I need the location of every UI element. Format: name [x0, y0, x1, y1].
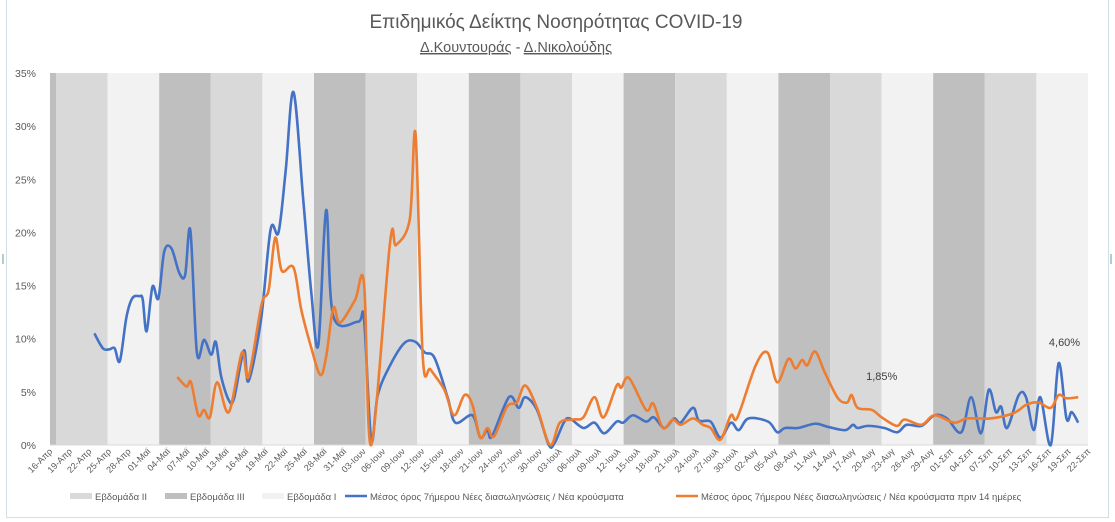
week-band-II	[520, 73, 572, 445]
y-tick-label: 0%	[21, 440, 36, 452]
week-band-I	[107, 73, 160, 445]
week-band-I	[881, 73, 934, 445]
data-label: 4,60%	[1049, 337, 1080, 349]
legend-swatch	[70, 493, 92, 499]
data-labels: 1,85% 4,60%	[866, 337, 1080, 383]
legend-label: Μέσος όρος 7ήμερου Νέες διασωληνώσεις / …	[701, 492, 1022, 503]
series-lines	[93, 90, 1080, 450]
week-band-II	[830, 73, 882, 445]
y-tick-label: 25%	[15, 174, 36, 186]
week-band-I	[726, 73, 779, 445]
week-band-III	[933, 73, 985, 445]
legend-item-I: Εβδομάδα I	[262, 492, 336, 503]
week-band-II	[365, 73, 418, 445]
legend-item-blue: Μέσος όρος 7ήμερου Νέες διασωληνώσεις / …	[345, 492, 624, 503]
subtitle-right: Δ.Νικολούδης	[524, 40, 612, 56]
y-tick-label: 5%	[21, 387, 36, 399]
legend-swatch	[165, 493, 187, 499]
y-tick-label: 30%	[15, 121, 36, 133]
week-band-I	[572, 73, 624, 445]
week-band-III	[468, 73, 521, 445]
week-bands	[50, 73, 1088, 445]
legend-label: Εβδομάδα III	[190, 492, 245, 503]
chart-subtitle: Δ.Κουντουράς - Δ.Νικολούδης	[420, 40, 612, 56]
resize-handle-right[interactable]	[1110, 254, 1112, 264]
legend-label: Μέσος όρος 7ήμερου Νέες διασωληνώσεις / …	[370, 492, 624, 503]
week-band-III	[50, 73, 56, 445]
x-axis: 16-Απρ19-Απρ22-Απρ25-Απρ28-Απρ01-Μαϊ04-Μ…	[26, 446, 1093, 475]
y-tick-label: 15%	[15, 281, 36, 293]
subtitle-separator: -	[516, 40, 521, 56]
subtitle-line: Δ.Κουντουράς - Δ.Νικολούδης	[420, 40, 612, 56]
week-band-III	[623, 73, 676, 445]
subtitle-left: Δ.Κουντουράς	[420, 40, 512, 56]
week-band-III	[778, 73, 830, 445]
chart-frame	[6, 0, 1109, 518]
y-tick-label: 10%	[15, 334, 36, 346]
y-tick-label: 35%	[15, 68, 36, 80]
legend-item-II: Εβδομάδα II	[70, 492, 147, 503]
legend-item-III: Εβδομάδα III	[165, 492, 245, 503]
y-axis: 0% 5% 10% 15% 20% 25% 30% 35%	[15, 68, 1088, 452]
y-tick-label: 20%	[15, 227, 36, 239]
legend-label: Εβδομάδα II	[95, 492, 147, 503]
series-line-orange	[176, 129, 1079, 447]
week-band-II	[675, 73, 727, 445]
resize-handle-left[interactable]	[2, 254, 4, 264]
week-band-II	[984, 73, 1037, 445]
legend-item-orange: Μέσος όρος 7ήμερου Νέες διασωληνώσεις / …	[676, 492, 1022, 503]
legend-swatch	[262, 493, 284, 499]
legend: Εβδομάδα II Εβδομάδα III Εβδομάδα I Μέσος ό…	[70, 492, 1022, 503]
series-line-blue	[93, 90, 1080, 450]
legend-label: Εβδομάδα I	[287, 492, 336, 503]
chart-title: Επιδημικός Δείκτης Νοσηρότητας COVID-19	[370, 12, 743, 33]
week-band-III	[159, 73, 211, 445]
week-band-II	[56, 73, 108, 445]
data-label: 1,85%	[866, 371, 897, 383]
